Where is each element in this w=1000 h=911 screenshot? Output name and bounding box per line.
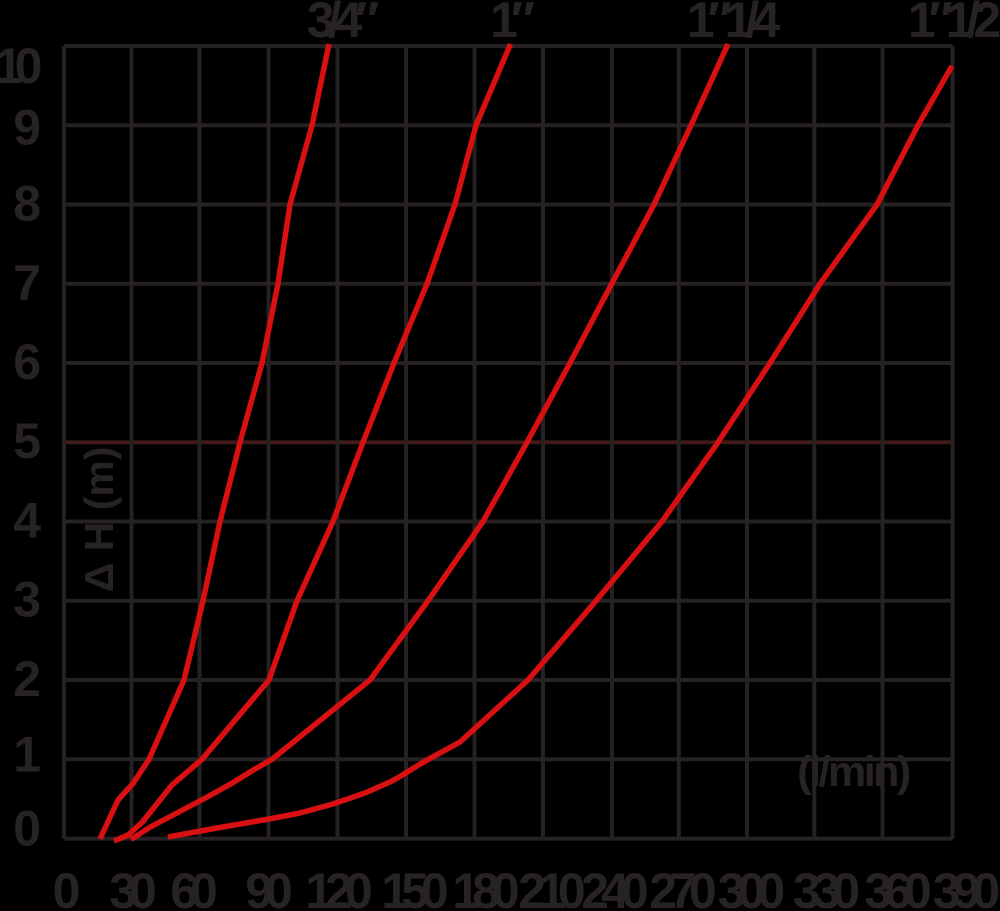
svg-text:Δ H (m): Δ H (m) (76, 446, 122, 592)
svg-text:150: 150 (381, 863, 447, 911)
svg-text:(l/min): (l/min) (797, 748, 910, 796)
svg-text:210: 210 (518, 863, 584, 911)
svg-text:1″1/4: 1″1/4 (687, 0, 780, 48)
svg-text:8: 8 (13, 176, 41, 232)
svg-text:270: 270 (649, 863, 715, 911)
svg-text:3/4″: 3/4″ (307, 0, 380, 48)
svg-text:30: 30 (109, 863, 155, 911)
svg-text:6: 6 (13, 334, 41, 390)
svg-text:240: 240 (581, 863, 647, 911)
svg-text:120: 120 (305, 863, 371, 911)
svg-text:2: 2 (13, 651, 41, 707)
svg-text:60: 60 (170, 863, 216, 911)
svg-text:5: 5 (13, 413, 41, 469)
svg-text:3: 3 (13, 572, 41, 628)
svg-text:0: 0 (13, 801, 41, 857)
svg-text:300: 300 (718, 863, 784, 911)
svg-text:9: 9 (13, 99, 41, 155)
svg-text:360: 360 (864, 863, 930, 911)
svg-text:180: 180 (452, 863, 518, 911)
svg-text:330: 330 (793, 863, 859, 911)
svg-text:1″1/2: 1″1/2 (908, 0, 999, 48)
svg-text:7: 7 (13, 255, 41, 311)
svg-text:1: 1 (13, 726, 41, 782)
svg-text:390: 390 (933, 863, 999, 911)
svg-text:90: 90 (245, 863, 291, 911)
svg-text:4: 4 (13, 492, 41, 548)
